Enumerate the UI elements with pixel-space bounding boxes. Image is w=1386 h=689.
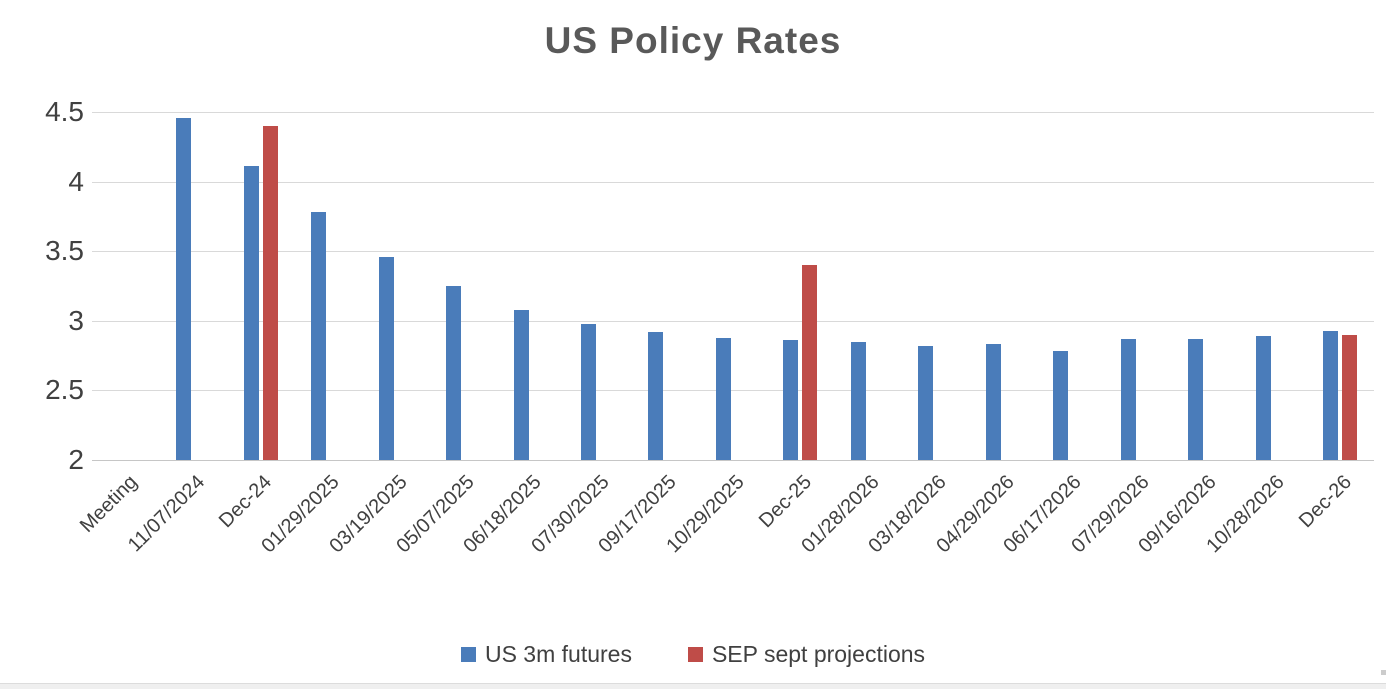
bar-us-3m-futures	[1053, 351, 1069, 460]
y-tick-label: 2.5	[45, 374, 84, 406]
y-tick-label: 2	[68, 444, 84, 475]
legend-label: SEP sept projections	[711, 641, 926, 667]
x-tick-label: Dec-24	[215, 471, 277, 533]
y-axis: 4.5 4 3.5 3 2.5 2	[0, 96, 84, 475]
category-slot	[1306, 112, 1373, 460]
category-slot	[227, 112, 294, 460]
bar-us-3m-futures	[850, 341, 866, 460]
legend-item-us-3m-futures: US 3m futures	[460, 641, 632, 668]
bar-sep-sept-projections	[802, 265, 818, 460]
x-axis: Meeting 11/07/2024 Dec-24 01/29/2025 03/19/2…	[75, 461, 1374, 601]
x-axis-line	[92, 460, 1374, 461]
category-slot	[159, 112, 226, 460]
corner-artifact	[1381, 670, 1386, 675]
plot-area	[92, 112, 1374, 461]
legend: US 3m futures SEP sept projections	[0, 641, 1386, 668]
legend-swatch-icon	[460, 647, 476, 662]
category-slot	[1172, 112, 1239, 460]
bar-us-3m-futures	[243, 166, 259, 460]
bar-us-3m-futures	[581, 323, 597, 460]
y-tick-label: 4.5	[45, 96, 84, 127]
category-slot	[92, 112, 159, 460]
category-slot	[497, 112, 564, 460]
legend-swatch-icon	[687, 647, 703, 662]
x-tick-label: Dec-25	[754, 471, 817, 533]
category-slot	[294, 112, 361, 460]
category-slot	[429, 112, 496, 460]
bar-us-3m-futures	[648, 331, 664, 460]
bar-us-3m-futures	[1188, 338, 1204, 460]
category-slot	[362, 112, 429, 460]
category-slot	[902, 112, 969, 460]
bar-us-3m-futures	[1323, 330, 1339, 460]
bar-us-3m-futures	[311, 212, 327, 460]
category-slot	[1239, 112, 1306, 460]
bar-sep-sept-projections	[1342, 334, 1358, 460]
bar-us-3m-futures	[918, 345, 934, 460]
y-tick-label: 4	[68, 165, 84, 197]
category-slot	[834, 112, 901, 460]
gridline	[92, 390, 1374, 392]
bottom-strip	[0, 683, 1386, 689]
bar-us-3m-futures	[783, 340, 799, 460]
bar-us-3m-futures	[715, 337, 731, 460]
bar-us-3m-futures	[985, 344, 1001, 460]
category-slot	[699, 112, 766, 460]
bars-row	[92, 112, 1374, 460]
bar-us-3m-futures	[513, 309, 529, 460]
gridline	[92, 320, 1374, 322]
category-slot	[1037, 112, 1104, 460]
bar-us-3m-futures	[378, 256, 394, 460]
gridline	[92, 181, 1374, 183]
category-slot	[969, 112, 1036, 460]
bar-sep-sept-projections	[262, 125, 278, 460]
y-tick-label: 3	[68, 304, 84, 336]
gridline	[92, 251, 1374, 253]
legend-label: US 3m futures	[484, 641, 632, 667]
bar-us-3m-futures	[176, 117, 192, 460]
bar-us-3m-futures	[1255, 336, 1271, 460]
gridline	[92, 112, 1374, 113]
y-tick-label: 3.5	[45, 235, 84, 267]
chart-title: US Policy Rates	[544, 20, 842, 61]
legend-item-sep-sept-projections: SEP sept projections	[687, 641, 926, 668]
category-slot	[767, 112, 834, 460]
category-slot	[632, 112, 699, 460]
bar-us-3m-futures	[446, 286, 462, 460]
bar-us-3m-futures	[1120, 338, 1136, 460]
category-slot	[564, 112, 631, 460]
category-slot	[1104, 112, 1171, 460]
x-tick-label: Dec-26	[1294, 471, 1356, 533]
x-tick-label: Meeting	[75, 471, 142, 537]
